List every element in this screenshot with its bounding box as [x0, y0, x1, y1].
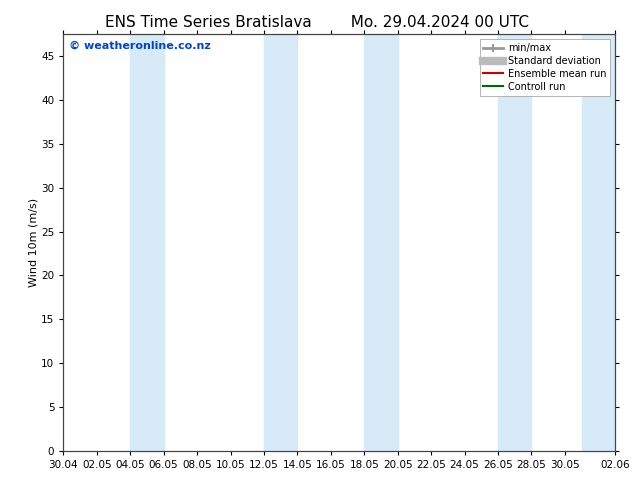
- Bar: [130, 34, 164, 451]
- Text: © weatheronline.co.nz: © weatheronline.co.nz: [69, 41, 210, 50]
- Bar: [581, 34, 615, 451]
- Legend: min/max, Standard deviation, Ensemble mean run, Controll run: min/max, Standard deviation, Ensemble me…: [479, 39, 610, 96]
- Bar: [365, 34, 398, 451]
- Text: ENS Time Series Bratislava        Mo. 29.04.2024 00 UTC: ENS Time Series Bratislava Mo. 29.04.202…: [105, 15, 529, 30]
- Bar: [498, 34, 531, 451]
- Bar: [264, 34, 297, 451]
- Y-axis label: Wind 10m (m/s): Wind 10m (m/s): [29, 198, 38, 287]
